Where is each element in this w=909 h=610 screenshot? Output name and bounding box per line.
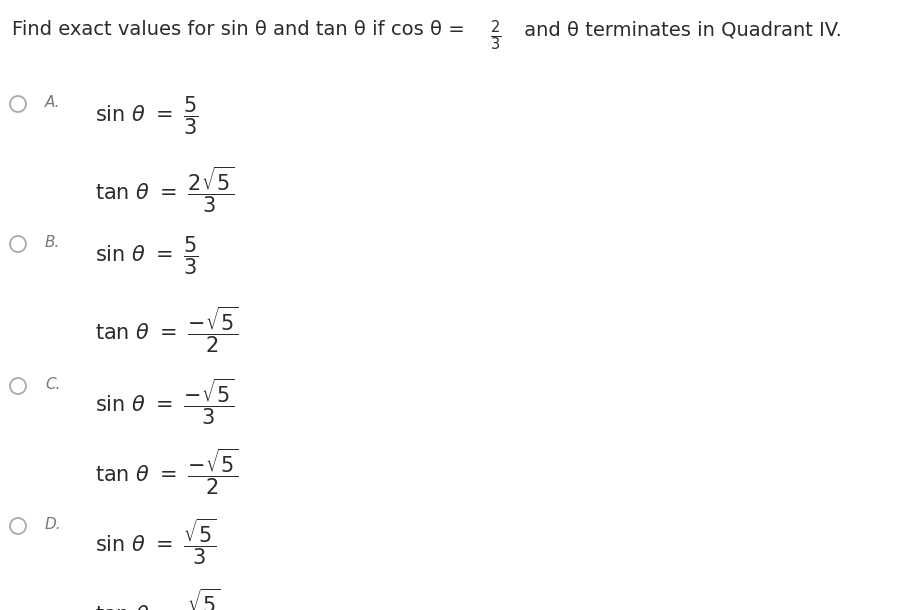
Text: $\frac{2}{3}$: $\frac{2}{3}$ [490,18,501,52]
Text: $\sin\,\theta\ =\ \dfrac{5}{3}$: $\sin\,\theta\ =\ \dfrac{5}{3}$ [95,234,199,276]
Text: A.: A. [45,95,61,110]
Text: Find exact values for sin θ and tan θ if cos θ =: Find exact values for sin θ and tan θ if… [12,20,471,39]
Text: $\tan\,\theta\ =\ \dfrac{2\sqrt{5}}{3}$: $\tan\,\theta\ =\ \dfrac{2\sqrt{5}}{3}$ [95,164,235,215]
Text: and θ terminates in Quadrant IV.: and θ terminates in Quadrant IV. [518,20,842,39]
Text: $\tan\,\theta\ =\ \dfrac{\sqrt{5}}{2}$: $\tan\,\theta\ =\ \dfrac{\sqrt{5}}{2}$ [95,586,221,610]
Text: B.: B. [45,235,60,250]
Text: $\tan\,\theta\ =\ \dfrac{-\sqrt{5}}{2}$: $\tan\,\theta\ =\ \dfrac{-\sqrt{5}}{2}$ [95,446,238,497]
Text: $\sin\,\theta\ =\ \dfrac{-\sqrt{5}}{3}$: $\sin\,\theta\ =\ \dfrac{-\sqrt{5}}{3}$ [95,376,234,427]
Text: $\sin\,\theta\ =\ \dfrac{5}{3}$: $\sin\,\theta\ =\ \dfrac{5}{3}$ [95,94,199,137]
Text: $\sin\,\theta\ =\ \dfrac{\sqrt{5}}{3}$: $\sin\,\theta\ =\ \dfrac{\sqrt{5}}{3}$ [95,516,216,567]
Text: C.: C. [45,377,61,392]
Text: $\tan\,\theta\ =\ \dfrac{-\sqrt{5}}{2}$: $\tan\,\theta\ =\ \dfrac{-\sqrt{5}}{2}$ [95,304,238,355]
Text: D.: D. [45,517,62,532]
